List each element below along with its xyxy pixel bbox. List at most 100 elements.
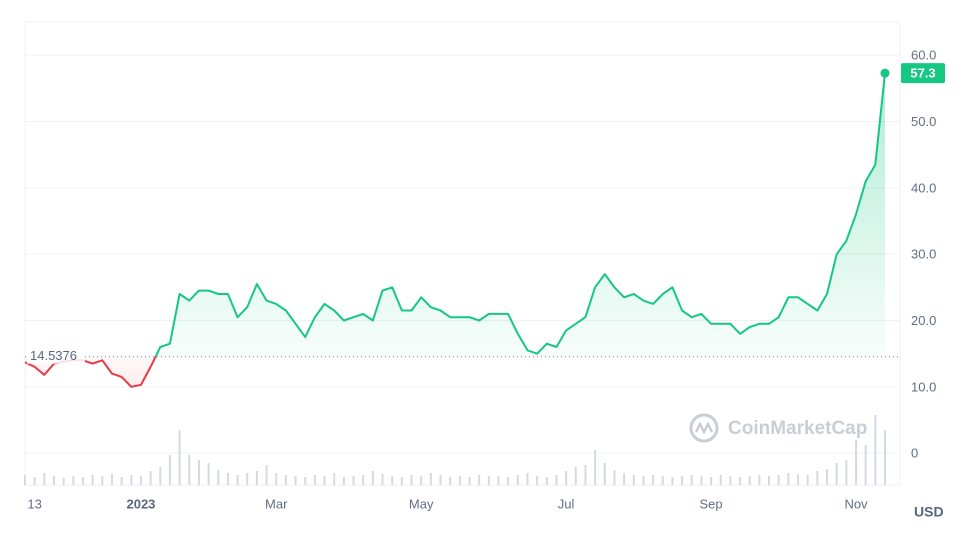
volume-bar xyxy=(787,473,790,485)
volume-bar xyxy=(294,476,297,485)
volume-bar xyxy=(497,476,500,485)
volume-bar xyxy=(159,467,162,485)
watermark-text: CoinMarketCap xyxy=(728,418,867,439)
volume-bar xyxy=(323,476,326,485)
volume-bar xyxy=(371,471,374,485)
volume-bar xyxy=(468,477,471,485)
volume-bar xyxy=(690,475,693,485)
volume-bar xyxy=(342,477,345,485)
last-price-tag xyxy=(901,63,945,84)
volume-bar xyxy=(207,463,210,485)
x-tick-label: May xyxy=(409,496,434,511)
volume-bar xyxy=(536,476,539,485)
volume-bar xyxy=(797,474,800,485)
volume-bar xyxy=(130,475,133,485)
volume-bar xyxy=(110,474,113,485)
volume-bar xyxy=(284,475,287,485)
volume-bar xyxy=(874,415,877,485)
volume-bar xyxy=(478,475,481,485)
volume-bar xyxy=(24,475,26,485)
volume-bar xyxy=(362,475,365,485)
x-tick-label: 13 xyxy=(27,496,41,511)
volume-bar xyxy=(33,477,36,485)
volume-bar xyxy=(246,473,249,485)
volume-bar xyxy=(594,450,597,485)
volume-bar xyxy=(304,477,307,485)
y-tick-label: 60.0 xyxy=(911,48,936,63)
volume-bar xyxy=(826,469,829,485)
volume-bar xyxy=(758,475,761,485)
volume-bar xyxy=(217,470,220,485)
x-tick-label: 2023 xyxy=(126,496,155,511)
x-tick-label: Sep xyxy=(699,496,722,511)
volume-bar xyxy=(313,475,316,485)
watermark: CoinMarketCap xyxy=(689,413,867,443)
y-tick-label: 40.0 xyxy=(911,180,936,195)
volume-bar xyxy=(197,460,200,485)
volume-bar xyxy=(168,455,171,485)
volume-bar xyxy=(507,477,510,485)
volume-bar xyxy=(62,478,65,485)
volume-bar xyxy=(400,477,403,485)
volume-bar xyxy=(352,476,355,485)
volume-bar xyxy=(226,473,229,485)
volume-bar xyxy=(120,477,123,485)
x-tick-label: Mar xyxy=(265,496,288,511)
volume-bar xyxy=(584,465,587,485)
volume-bar xyxy=(710,477,713,485)
plot-frame xyxy=(24,21,901,486)
volume-bar xyxy=(642,476,645,485)
volume-bar xyxy=(729,476,732,485)
price-area xyxy=(25,73,885,387)
volume-bar xyxy=(487,476,490,485)
price-line xyxy=(24,72,886,388)
y-tick-label: 0 xyxy=(911,446,918,461)
y-tick-label: 20.0 xyxy=(911,313,936,328)
volume-bar xyxy=(265,465,268,485)
volume-bar xyxy=(855,440,858,485)
baseline-label-bg xyxy=(27,347,85,364)
volume-bar xyxy=(623,473,626,485)
unit-label: USD xyxy=(914,504,944,520)
volume-bar xyxy=(555,475,558,485)
volume-bar xyxy=(574,467,577,485)
volume-bar xyxy=(516,475,519,485)
last-price-label: 57.3 xyxy=(910,66,935,81)
volume-bar xyxy=(700,476,703,485)
volume-bar xyxy=(545,477,548,485)
volume-bar xyxy=(81,477,84,485)
volume-bar xyxy=(188,455,191,485)
volume-bar xyxy=(439,475,442,485)
volume-bar xyxy=(565,471,568,485)
volume-bar xyxy=(381,474,384,485)
y-tick-label: 50.0 xyxy=(911,114,936,129)
volume-bar xyxy=(101,476,104,485)
volume-bar xyxy=(420,476,423,485)
volume-bar xyxy=(178,430,181,485)
volume-bar xyxy=(835,463,838,485)
volume-bar xyxy=(275,473,278,485)
baseline-label: 14.5376 xyxy=(30,348,77,363)
volume-bar xyxy=(43,473,46,485)
volume-bar xyxy=(613,470,616,485)
volume-bar xyxy=(429,473,432,485)
volume-bar xyxy=(671,477,674,485)
volume-bar xyxy=(739,477,742,485)
volume-bar xyxy=(884,430,886,485)
y-tick-label: 10.0 xyxy=(911,379,936,394)
volume-bar xyxy=(777,475,780,485)
volume-bar xyxy=(864,445,867,485)
volume-bar xyxy=(719,475,722,485)
volume-bar xyxy=(458,476,461,485)
volume-bar xyxy=(748,476,751,485)
volume-bar xyxy=(681,476,684,485)
volume-bar xyxy=(845,460,848,485)
volume-bar xyxy=(410,475,413,485)
volume-bar xyxy=(236,475,239,485)
volume-bar xyxy=(806,475,809,485)
volume-bar xyxy=(449,477,452,485)
volume-bar xyxy=(816,471,819,485)
volume-bar xyxy=(149,471,152,485)
volume-bar xyxy=(91,475,94,485)
